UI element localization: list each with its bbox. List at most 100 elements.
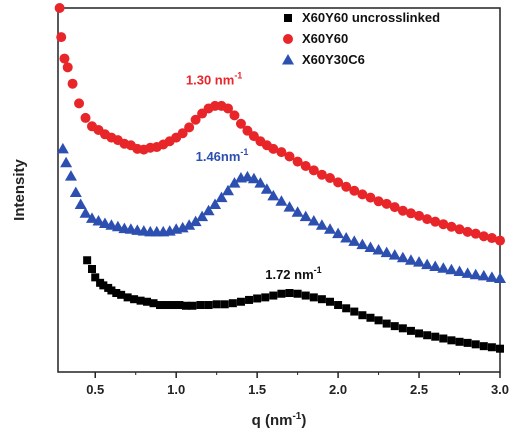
data-point: [293, 289, 302, 298]
data-point: [374, 316, 383, 325]
legend-label: X60Y60 uncrosslinked: [302, 10, 440, 25]
data-point: [415, 329, 424, 338]
data-point: [414, 210, 425, 221]
data-point: [156, 301, 164, 310]
data-point: [315, 219, 328, 230]
data-point: [188, 301, 197, 310]
x-axis-title-suffix: ): [301, 412, 306, 429]
data-point: [446, 221, 457, 232]
data-point: [209, 198, 222, 210]
data-point: [396, 251, 409, 263]
data-point: [334, 301, 343, 310]
data-point: [107, 286, 116, 295]
data-point: [247, 172, 260, 184]
data-point: [64, 170, 77, 181]
data-point: [196, 210, 209, 222]
series-circle: [54, 3, 505, 246]
data-point: [269, 291, 278, 300]
data-point: [357, 189, 368, 200]
data-point: [453, 265, 466, 277]
data-point: [421, 258, 434, 270]
data-point: [80, 112, 91, 123]
data-point: [215, 191, 228, 203]
data-point: [261, 293, 270, 302]
data-point: [136, 296, 145, 305]
data-point: [60, 156, 73, 168]
data-point: [405, 208, 416, 219]
data-point: [485, 271, 498, 282]
data-point: [404, 254, 417, 265]
x-axis-title-sup: -1: [292, 411, 301, 422]
data-point: [486, 233, 497, 244]
x-tick-label: 1.0: [167, 382, 185, 397]
data-point: [381, 198, 392, 209]
data-point: [430, 216, 441, 227]
data-point: [112, 289, 121, 298]
data-point: [267, 189, 280, 201]
data-point: [437, 262, 450, 273]
data-point: [364, 241, 377, 253]
data-point: [111, 220, 124, 232]
data-point: [235, 118, 246, 129]
data-point: [220, 300, 229, 309]
data-point: [62, 62, 73, 73]
peak-annotation: 1.46nm-1: [196, 147, 249, 164]
legend-label: X60Y30C6: [302, 52, 365, 67]
data-point: [168, 301, 177, 310]
data-point: [429, 260, 442, 271]
peak-annotation: 1.30 nm-1: [186, 70, 242, 87]
data-point: [389, 202, 400, 213]
data-point: [309, 293, 318, 302]
data-point: [88, 264, 96, 273]
x-tick-label: 0.5: [86, 382, 104, 397]
data-point: [202, 204, 215, 216]
data-point: [222, 184, 234, 196]
data-point: [99, 281, 108, 290]
data-point: [184, 122, 195, 133]
data-point: [284, 151, 295, 162]
x-tick-label: 2.0: [329, 382, 347, 397]
data-point: [477, 269, 490, 281]
data-point: [212, 300, 221, 309]
data-point: [245, 295, 254, 304]
data-point: [181, 301, 190, 310]
data-point: [316, 169, 327, 180]
data-point: [130, 295, 139, 304]
data-point: [196, 301, 205, 310]
data-point: [333, 177, 344, 188]
data-point: [69, 186, 82, 198]
data-point: [291, 206, 304, 217]
data-point: [228, 299, 237, 308]
legend-marker: [282, 54, 294, 65]
x-axis-title: q (nm-1): [252, 411, 307, 429]
data-point: [283, 201, 296, 212]
x-tick-label: 1.5: [248, 382, 266, 397]
data-point: [422, 214, 433, 225]
data-point: [380, 246, 393, 258]
legend-label: X60Y60: [302, 31, 348, 46]
data-point: [228, 177, 241, 188]
data-point: [324, 223, 336, 234]
data-point: [277, 289, 286, 298]
data-point: [183, 219, 196, 230]
data-point: [253, 294, 262, 303]
data-point: [204, 301, 213, 310]
data-point: [350, 307, 359, 316]
data-point: [398, 324, 407, 333]
data-point: [260, 183, 273, 194]
data-point: [276, 147, 287, 158]
x-axis-ticks: 0.5 1.0 1.5 2.0 2.5 3.0: [86, 372, 509, 397]
data-point: [56, 32, 67, 43]
data-point: [439, 334, 448, 343]
data-point: [356, 238, 369, 250]
legend: X60Y60 uncrosslinked X60Y60 X60Y30C6: [282, 10, 440, 67]
plot-area-frame: [57, 7, 501, 373]
data-point: [292, 156, 303, 167]
data-point: [455, 337, 464, 346]
series-layer: [54, 3, 506, 353]
data-point: [285, 289, 294, 298]
data-point: [162, 301, 171, 310]
data-point: [74, 98, 85, 109]
series-triangle: [56, 142, 506, 283]
